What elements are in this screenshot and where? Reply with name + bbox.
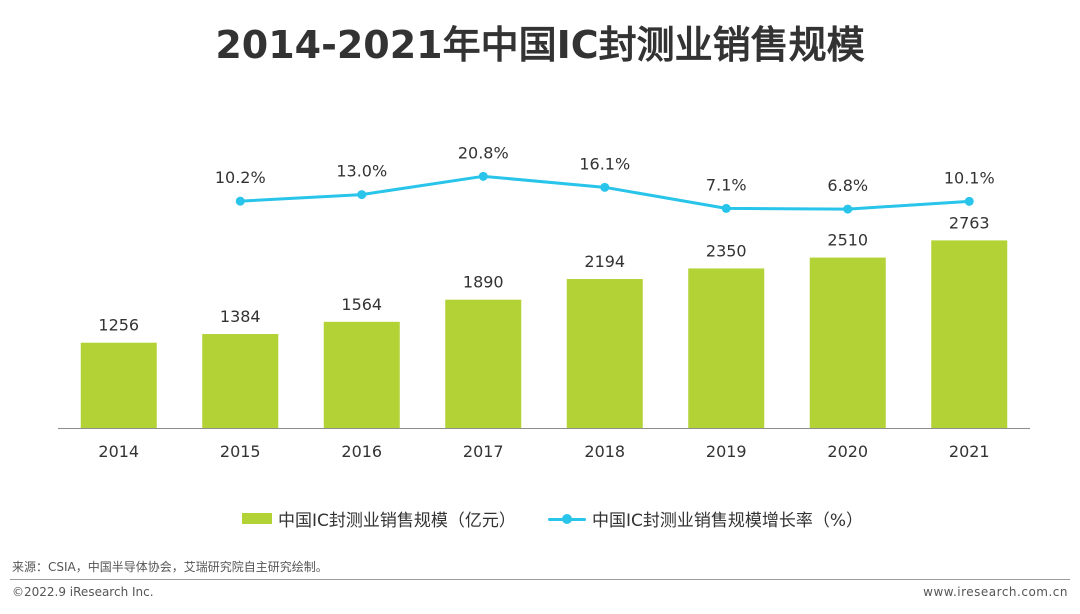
legend-item-bar: 中国IC封测业销售规模（亿元） <box>242 506 516 531</box>
bar <box>688 268 765 428</box>
bar <box>809 257 886 428</box>
x-tick-label: 2014 <box>98 442 139 461</box>
growth-point <box>964 196 974 206</box>
growth-point <box>478 171 488 181</box>
growth-point <box>843 204 853 214</box>
growth-value-label: 13.0% <box>336 162 387 181</box>
legend-item-line: 中国IC封测业销售规模增长率（%） <box>548 506 863 531</box>
footer-divider <box>10 579 1070 580</box>
site-url: www.iresearch.com.cn <box>923 585 1068 599</box>
growth-point <box>357 190 367 200</box>
bar-value-label: 2194 <box>584 252 625 271</box>
x-tick-label: 2018 <box>584 442 625 461</box>
bar <box>445 299 522 428</box>
bar-value-label: 1384 <box>220 307 261 326</box>
bar <box>931 240 1008 428</box>
growth-value-label: 20.8% <box>458 143 509 162</box>
bar-value-label: 2350 <box>706 241 747 260</box>
chart-title: 2014-2021年中国IC封测业销售规模 <box>215 23 865 67</box>
bar <box>566 279 643 428</box>
bar-value-label: 2763 <box>949 213 990 232</box>
x-tick-label: 2016 <box>341 442 382 461</box>
growth-value-label: 6.8% <box>827 176 868 195</box>
legend: 中国IC封测业销售规模（亿元） 中国IC封测业销售规模增长率（%） <box>0 506 1080 531</box>
growth-value-label: 10.1% <box>944 168 995 187</box>
growth-value-label: 10.2% <box>215 168 266 187</box>
growth-point <box>721 203 731 213</box>
growth-value-label: 16.1% <box>579 154 630 173</box>
bar <box>202 334 279 428</box>
bar-value-label: 1256 <box>98 316 139 335</box>
source-note: 来源：CSIA，中国半导体协会，艾瑞研究院自主研究绘制。 <box>12 560 328 574</box>
legend-label-line: 中国IC封测业销售规模增长率（%） <box>592 511 864 531</box>
legend-line-swatch <box>548 512 586 526</box>
growth-point <box>600 182 610 192</box>
growth-point <box>235 196 245 206</box>
copyright: ©2022.9 iResearch Inc. <box>12 585 154 599</box>
x-tick-label: 2015 <box>220 442 261 461</box>
bar-value-label: 1890 <box>463 273 504 292</box>
combo-chart: 1256 2014 1384 2015 1564 2016 1890 2017 2194 2018… <box>58 143 1030 461</box>
growth-value-label: 7.1% <box>706 175 747 194</box>
x-tick-label: 2021 <box>949 442 990 461</box>
bar <box>323 321 400 428</box>
legend-label-bar: 中国IC封测业销售规模（亿元） <box>278 511 516 531</box>
bar-value-label: 1564 <box>341 295 382 314</box>
x-tick-label: 2019 <box>706 442 747 461</box>
x-tick-label: 2017 <box>463 442 504 461</box>
bar <box>80 342 157 428</box>
x-tick-label: 2020 <box>827 442 868 461</box>
legend-bar-swatch <box>242 513 272 524</box>
bar-value-label: 2510 <box>827 231 868 250</box>
